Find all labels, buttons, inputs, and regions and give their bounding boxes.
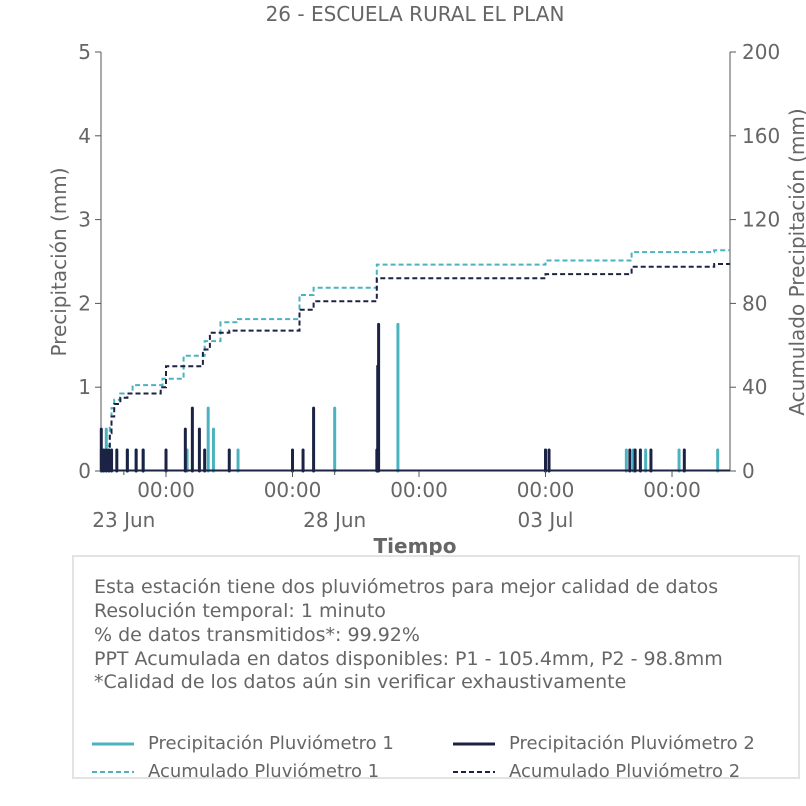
x-tick-label: 00:00: [137, 478, 195, 502]
legend-swatch-dashed-teal: [92, 771, 134, 773]
legend-swatch-dashed-navy: [453, 771, 495, 773]
info-line-transmitted: % de datos transmitidos*: 99.92%: [94, 624, 420, 646]
legend-label: Acumulado Pluviómetro 2: [509, 761, 741, 782]
precipitation-spikes: [99, 322, 730, 473]
y-left-tick-label: 4: [78, 124, 91, 148]
x-tick-label: 00:00: [517, 478, 575, 502]
info-line-resolution: Resolución temporal: 1 minuto: [94, 600, 386, 622]
x-date-label: 23 Jun: [92, 508, 155, 532]
chart: 26 - ESCUELA RURAL EL PLAN 0 1 2 3 4 5 0 40 80 12…: [47, 2, 806, 558]
x-axis-label: Tiempo: [374, 534, 457, 558]
legend-label: Precipitación Pluviómetro 2: [509, 733, 755, 754]
x-date-label: 03 Jul: [518, 508, 574, 532]
info-line-accumulated: PPT Acumulada en datos disponibles: P1 -…: [94, 648, 723, 670]
x-tick-label: 00:00: [264, 478, 322, 502]
legend-swatch-solid-teal: [92, 742, 134, 746]
legend-label: Acumulado Pluviómetro 1: [148, 761, 380, 782]
y-right-tick-label: 0: [742, 459, 755, 483]
y-right-tick-label: 200: [742, 40, 780, 64]
x-tick-label: 00:00: [643, 478, 701, 502]
y-axis-left-label: Precipitación (mm): [47, 167, 71, 356]
y-right-tick-label: 40: [742, 375, 767, 399]
legend-swatch-solid-navy: [453, 742, 495, 746]
y-right-tick-label: 160: [742, 124, 780, 148]
x-date-label: 28 Jun: [303, 508, 366, 532]
y-left-tick-label: 1: [78, 375, 91, 399]
x-tick-label: 00:00: [390, 478, 448, 502]
cumulative-lines: [101, 249, 730, 472]
chart-title: 26 - ESCUELA RURAL EL PLAN: [266, 2, 565, 26]
legend-label: Precipitación Pluviómetro 1: [148, 733, 394, 754]
info-line-quality: *Calidad de los datos aún sin verificar …: [94, 671, 627, 693]
cumulative-line-p2: [101, 263, 730, 472]
y-left-tick-label: 0: [78, 459, 91, 483]
cumulative-line-p1: [101, 249, 730, 472]
y-axis-right-label: Acumulado Precipitación (mm): [785, 108, 806, 415]
y-left-tick-label: 2: [78, 291, 91, 315]
y-right-tick-label: 80: [742, 291, 767, 315]
axis-ticks: 0 1 2 3 4 5 0 40 80 120 160 200 00:00 00:00 00:00 00:00…: [78, 40, 780, 532]
y-left-tick-label: 3: [78, 208, 91, 232]
plot-axes: [100, 52, 731, 471]
y-left-tick-label: 5: [78, 40, 91, 64]
info-line-stations: Esta estación tiene dos pluviómetros par…: [94, 576, 719, 598]
info-box: Esta estación tiene dos pluviómetros par…: [72, 555, 800, 782]
y-right-tick-label: 120: [742, 208, 780, 232]
